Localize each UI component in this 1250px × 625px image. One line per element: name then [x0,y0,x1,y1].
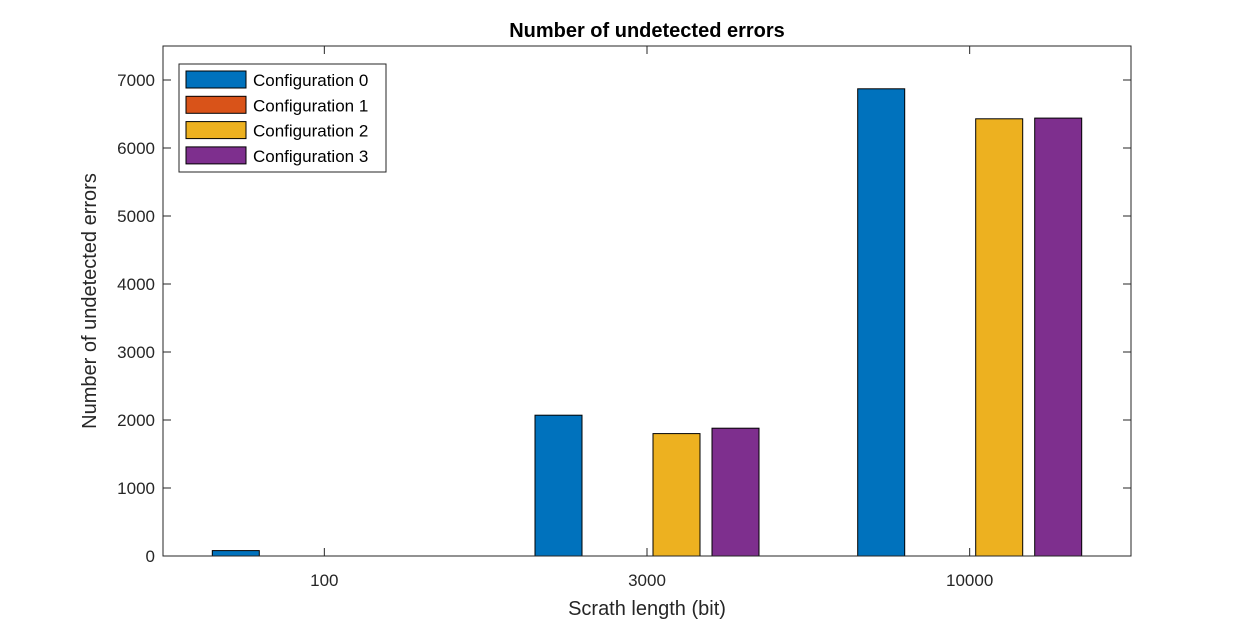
y-tick-label: 1000 [117,479,155,498]
y-tick-label: 0 [146,547,155,566]
legend-label-1: Configuration 1 [253,96,368,115]
bar-series-0-100 [211,550,260,557]
legend-swatch-2 [185,121,247,140]
legend-swatch-3 [185,146,247,165]
bar-series-2-3000 [652,433,701,557]
legend: Configuration 0 Configuration 1 Configurat… [178,63,387,173]
ticks-layer: 0 1000 2000 3000 4000 5000 6000 7000 100 3000 1000… [117,46,1131,590]
bars-layer [211,88,1083,557]
y-tick-label: 3000 [117,343,155,362]
legend-swatch-1 [185,95,247,114]
bar-series-2-10000 [975,118,1024,557]
legend-label-0: Configuration 0 [253,71,368,90]
bar-series-0-3000 [534,414,583,557]
y-tick-label: 5000 [117,207,155,226]
legend-label-2: Configuration 2 [253,122,368,141]
x-axis-label: Scrath length (bit) [568,598,726,620]
y-tick-label: 4000 [117,275,155,294]
chart-title: Number of undetected errors [509,20,785,42]
legend-label-3: Configuration 3 [253,147,368,166]
x-tick-label-10000: 10000 [946,571,993,590]
y-tick-label: 6000 [117,139,155,158]
legend-swatch-0 [185,70,247,89]
y-axis-label: Number of undetected errors [79,173,101,429]
bar-series-3-3000 [711,427,760,557]
bar-series-0-10000 [857,88,906,557]
x-tick-label-100: 100 [310,571,338,590]
bar-series-3-10000 [1034,117,1083,557]
x-tick-label-3000: 3000 [628,571,666,590]
y-tick-label: 7000 [117,71,155,90]
y-tick-label: 2000 [117,411,155,430]
